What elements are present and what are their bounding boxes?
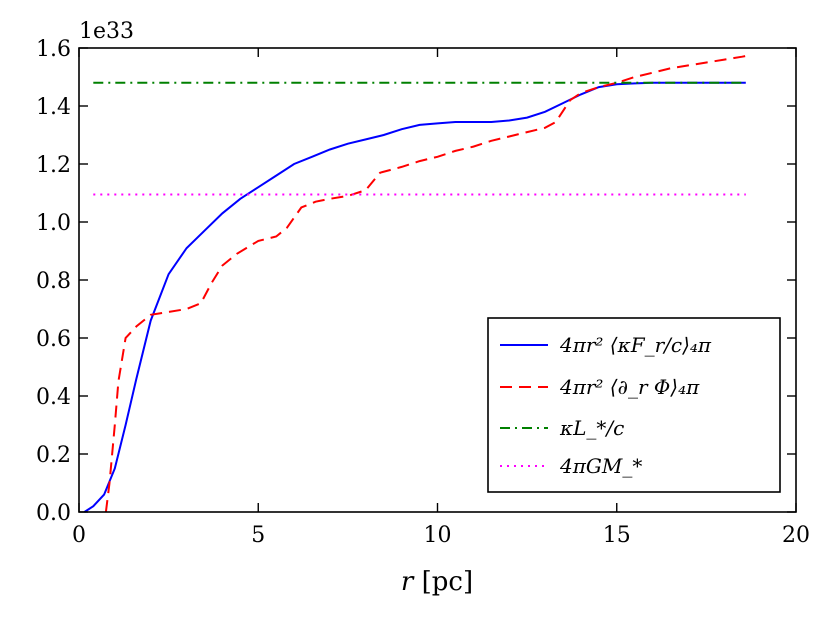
x-tick-label: 15 (603, 523, 631, 548)
y-tick-label: 0.0 (36, 501, 71, 526)
legend-label-gravity: 4πr² ⟨∂_r Φ⟩₄π (559, 375, 700, 399)
plot-lines (83, 54, 750, 513)
y-tick-label: 0.6 (36, 327, 71, 352)
y-tick-label: 0.8 (36, 269, 71, 294)
y-tick-label: 0.4 (36, 385, 71, 410)
x-tick-label: 10 (424, 523, 452, 548)
y-tick-label: 1.4 (36, 95, 71, 120)
y-tick-label: 0.2 (36, 443, 71, 468)
legend-label-mass: 4πGM_* (559, 454, 642, 478)
x-tick-labels: 0 5 10 15 20 (72, 523, 810, 548)
y-offset-label: 1e33 (79, 19, 134, 44)
y-tick-label: 1.0 (36, 211, 71, 236)
y-tick-label: 1.6 (36, 37, 71, 62)
x-tick-label: 20 (782, 523, 810, 548)
y-tick-label: 1.2 (36, 153, 71, 178)
y-tick-labels: 0.0 0.2 0.4 0.6 0.8 1.0 1.2 1.4 1.6 (36, 37, 71, 526)
legend-box (487, 317, 781, 493)
series-line-1 (104, 54, 750, 513)
x-axis-label-var: r (401, 567, 415, 597)
legend-label-flux: 4πr² ⟨κF_r/c⟩₄π (559, 333, 712, 357)
legend-label-luminosity: κL_*/c (559, 416, 624, 440)
x-tick-label: 5 (251, 523, 265, 548)
x-axis-label-unit: [pc] (413, 567, 473, 597)
x-axis-label: r [pc] (401, 567, 473, 597)
legend: 4πr² ⟨κF_r/c⟩₄π 4πr² ⟨∂_r Φ⟩₄π κL_*/c 4π… (487, 317, 781, 493)
axis-ticks (78, 47, 797, 513)
x-tick-label: 0 (72, 523, 86, 548)
